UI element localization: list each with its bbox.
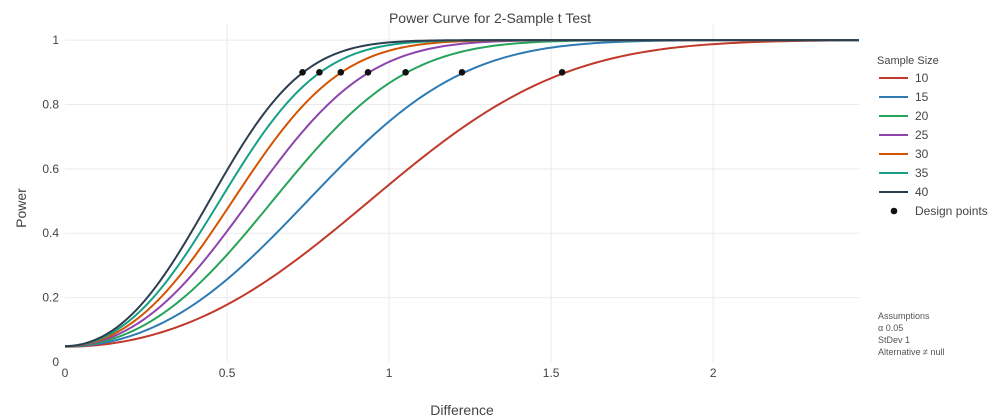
legend-label: 20 bbox=[915, 109, 929, 123]
legend-label: 40 bbox=[915, 185, 929, 199]
legend-item-30[interactable]: 30 bbox=[879, 147, 929, 161]
x-tick-label: 1 bbox=[386, 366, 393, 380]
series-line-30 bbox=[64, 39, 859, 348]
assumption-alpha: α 0.05 bbox=[878, 323, 903, 333]
tick-labels: 0 0.5 1 1.5 2 0 0.2 0.4 0.6 0.8 1 bbox=[42, 33, 717, 380]
legend-label: Design points bbox=[915, 204, 988, 218]
series-line-10 bbox=[64, 39, 860, 348]
legend-item-15[interactable]: 15 bbox=[879, 90, 929, 104]
legend-title: Sample Size bbox=[877, 55, 939, 67]
design-point bbox=[299, 68, 306, 76]
y-tick-label: 0.6 bbox=[42, 162, 59, 176]
y-tick-label: 0.4 bbox=[42, 226, 59, 240]
series-line-20 bbox=[64, 39, 859, 348]
legend-label: 30 bbox=[915, 147, 929, 161]
design-point bbox=[402, 68, 409, 76]
design-point bbox=[558, 68, 566, 76]
legend-label: 15 bbox=[915, 90, 929, 104]
x-tick-label: 1.5 bbox=[543, 366, 560, 380]
legend-label: 25 bbox=[915, 128, 929, 142]
legend-item-design-points[interactable]: Design points bbox=[890, 204, 988, 218]
assumptions-title: Assumptions bbox=[878, 311, 930, 321]
design-point bbox=[316, 68, 323, 76]
legend-item-35[interactable]: 35 bbox=[879, 166, 929, 180]
y-tick-label: 0 bbox=[52, 355, 59, 369]
legend-item-25[interactable]: 25 bbox=[879, 128, 929, 142]
y-tick-label: 0.8 bbox=[42, 97, 59, 111]
x-tick-label: 2 bbox=[710, 366, 717, 380]
legend-label: 35 bbox=[915, 166, 929, 180]
y-tick-label: 0.2 bbox=[42, 291, 59, 305]
y-tick-label: 1 bbox=[52, 33, 59, 47]
series-line-15 bbox=[64, 39, 859, 348]
legend-marker bbox=[890, 207, 898, 215]
series-lines bbox=[64, 39, 860, 348]
series-line-25 bbox=[64, 39, 859, 348]
legend-label: 10 bbox=[915, 71, 929, 85]
y-axis-title: Power bbox=[13, 188, 29, 228]
legend[interactable]: Sample Size 10 15 20 25 30 35 40 Design points bbox=[877, 55, 988, 218]
design-points bbox=[299, 68, 566, 76]
assumption-stdev: StDev 1 bbox=[878, 335, 910, 345]
legend-item-10[interactable]: 10 bbox=[879, 71, 929, 85]
assumption-alternative: Alternative ≠ null bbox=[878, 347, 944, 357]
series-line-40 bbox=[64, 39, 859, 348]
x-axis-title: Difference bbox=[430, 402, 494, 418]
legend-item-40[interactable]: 40 bbox=[879, 185, 929, 199]
x-tick-label: 0.5 bbox=[219, 366, 236, 380]
legend-item-20[interactable]: 20 bbox=[879, 109, 929, 123]
x-tick-label: 0 bbox=[62, 366, 69, 380]
series-line-35 bbox=[64, 39, 859, 348]
assumptions-box: Assumptions α 0.05 StDev 1 Alternative ≠… bbox=[878, 311, 944, 357]
design-point bbox=[364, 68, 372, 76]
design-point bbox=[337, 68, 345, 76]
design-point bbox=[458, 68, 466, 76]
chart-title: Power Curve for 2-Sample t Test bbox=[389, 10, 591, 26]
